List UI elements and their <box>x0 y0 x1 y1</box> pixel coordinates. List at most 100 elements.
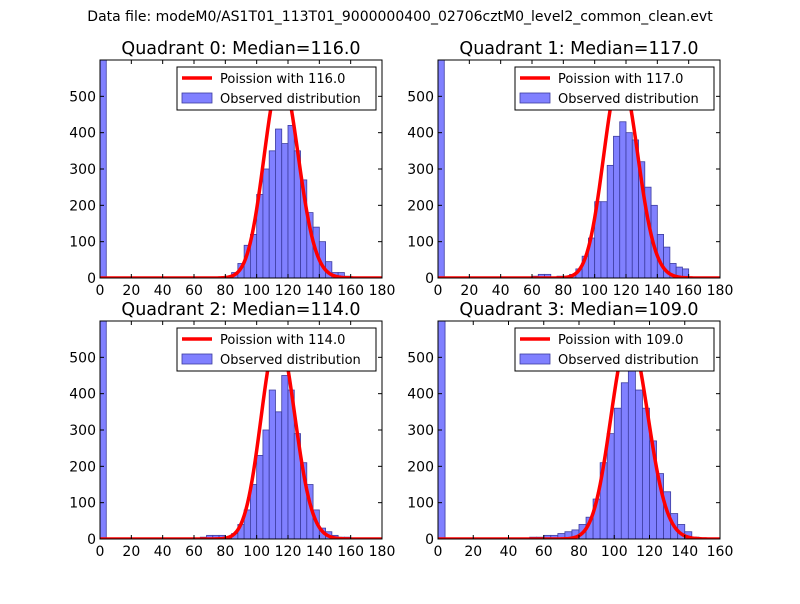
y-tick-label: 500 <box>69 350 96 366</box>
y-tick-label: 500 <box>69 89 96 105</box>
x-tick-label: 80 <box>554 283 572 299</box>
subplot-title: Quadrant 0: Median=116.0 <box>121 39 360 59</box>
x-tick-label: 140 <box>306 544 333 560</box>
figure-suptitle: Data file: modeM0/AS1T01_113T01_90000004… <box>87 9 713 25</box>
subplot-quadrant-2: 0 20 40 60 80 100 120 140 160 180 0 100 200 300 400 500… <box>69 300 395 560</box>
x-tick-label: 60 <box>523 283 541 299</box>
x-tick-label: 40 <box>492 283 510 299</box>
histogram-bar <box>275 411 283 539</box>
histogram-bar <box>268 389 276 539</box>
y-tick-label: 200 <box>69 459 96 475</box>
subplot-quadrant-3: 0 20 40 60 80 100 120 140 160 0 100 200 300 400 500 Qua… <box>407 300 733 560</box>
x-tick-label: 0 <box>434 283 443 299</box>
poisson-curve <box>100 72 382 278</box>
legend-label: Observed distribution <box>220 353 361 368</box>
histogram-bar <box>606 164 614 278</box>
histogram-bar <box>620 382 629 539</box>
x-tick-label: 20 <box>460 283 478 299</box>
histogram-bar <box>544 273 552 278</box>
y-tick-label: 500 <box>407 89 434 105</box>
x-tick-label: 60 <box>185 283 203 299</box>
y-tick-label: 100 <box>407 235 434 251</box>
x-tick-label: 80 <box>216 544 234 560</box>
histogram-bar <box>635 389 643 539</box>
legend-label: Observed distribution <box>558 353 699 368</box>
y-tick-label: 100 <box>69 235 96 251</box>
legend-label: Poission with 109.0 <box>558 333 683 348</box>
x-tick-label: 80 <box>570 544 588 560</box>
x-tick-label: 180 <box>369 283 396 299</box>
x-tick-label: 140 <box>644 283 671 299</box>
histogram-bar <box>256 455 264 539</box>
histogram-bar <box>606 433 615 539</box>
x-tick-label: 160 <box>675 283 702 299</box>
y-tick-label: 0 <box>425 271 434 287</box>
x-tick-label: 120 <box>613 283 640 299</box>
legend-label: Observed distribution <box>558 92 699 107</box>
legend-bar-swatch <box>519 92 551 104</box>
y-tick-label: 200 <box>407 459 434 475</box>
x-tick-label: 80 <box>216 283 234 299</box>
subplot-title: Quadrant 1: Median=117.0 <box>459 39 698 59</box>
y-tick-label: 100 <box>407 496 434 512</box>
y-tick-label: 0 <box>87 271 96 287</box>
histogram-bar <box>287 125 295 278</box>
x-tick-label: 20 <box>122 283 140 299</box>
subplot-title: Quadrant 2: Median=114.0 <box>121 300 360 320</box>
x-tick-label: 40 <box>500 544 518 560</box>
histogram-bar <box>663 246 671 278</box>
x-tick-label: 100 <box>243 544 270 560</box>
y-tick-label: 300 <box>69 162 96 178</box>
subplot-quadrant-1: 0 20 40 60 80 100 120 140 160 180 0 100 200 300 400 500… <box>407 39 733 299</box>
y-tick-label: 100 <box>69 496 96 512</box>
legend-label: Poission with 117.0 <box>558 72 683 87</box>
histogram-bar <box>627 360 636 539</box>
x-tick-label: 40 <box>154 283 172 299</box>
x-tick-label: 160 <box>707 544 734 560</box>
x-tick-label: 20 <box>464 544 482 560</box>
legend: Poission with 109.0 Observed distribution <box>514 327 715 372</box>
x-tick-label: 0 <box>434 544 443 560</box>
x-tick-label: 120 <box>636 544 663 560</box>
x-tick-label: 100 <box>243 283 270 299</box>
y-tick-label: 300 <box>407 162 434 178</box>
legend-label: Poission with 116.0 <box>220 72 345 87</box>
histogram-bar <box>262 429 270 539</box>
histogram-bar <box>281 375 289 539</box>
histogram-bar <box>600 201 608 278</box>
x-tick-label: 160 <box>337 544 364 560</box>
histogram-bar <box>613 407 622 539</box>
legend-bar-swatch <box>181 92 213 104</box>
histogram-bar <box>281 143 289 278</box>
legend: Poission with 116.0 Observed distribution <box>176 66 377 111</box>
y-tick-label: 200 <box>407 198 434 214</box>
histogram-bar <box>268 150 276 278</box>
x-tick-label: 140 <box>306 283 333 299</box>
histogram-bar <box>625 132 633 278</box>
legend: Poission with 117.0 Observed distribution <box>514 66 715 111</box>
poisson-curve <box>438 72 720 278</box>
x-tick-label: 100 <box>601 544 628 560</box>
legend: Poission with 114.0 Observed distribution <box>176 327 377 372</box>
x-tick-label: 0 <box>96 283 105 299</box>
y-tick-label: 300 <box>69 423 96 439</box>
y-tick-label: 400 <box>69 387 96 403</box>
x-tick-label: 100 <box>581 283 608 299</box>
y-tick-label: 400 <box>407 126 434 142</box>
histogram-bar <box>275 128 283 278</box>
subplot-title: Quadrant 3: Median=109.0 <box>459 300 698 320</box>
histogram-bar <box>613 135 621 278</box>
x-tick-label: 60 <box>535 544 553 560</box>
histogram-bar <box>262 168 270 278</box>
y-tick-label: 500 <box>407 350 434 366</box>
x-tick-label: 140 <box>671 544 698 560</box>
x-tick-label: 0 <box>96 544 105 560</box>
legend-label: Poission with 114.0 <box>220 333 345 348</box>
y-tick-label: 400 <box>69 126 96 142</box>
y-tick-label: 0 <box>425 532 434 548</box>
x-tick-label: 120 <box>275 544 302 560</box>
y-tick-label: 200 <box>69 198 96 214</box>
poisson-curve <box>100 333 382 539</box>
